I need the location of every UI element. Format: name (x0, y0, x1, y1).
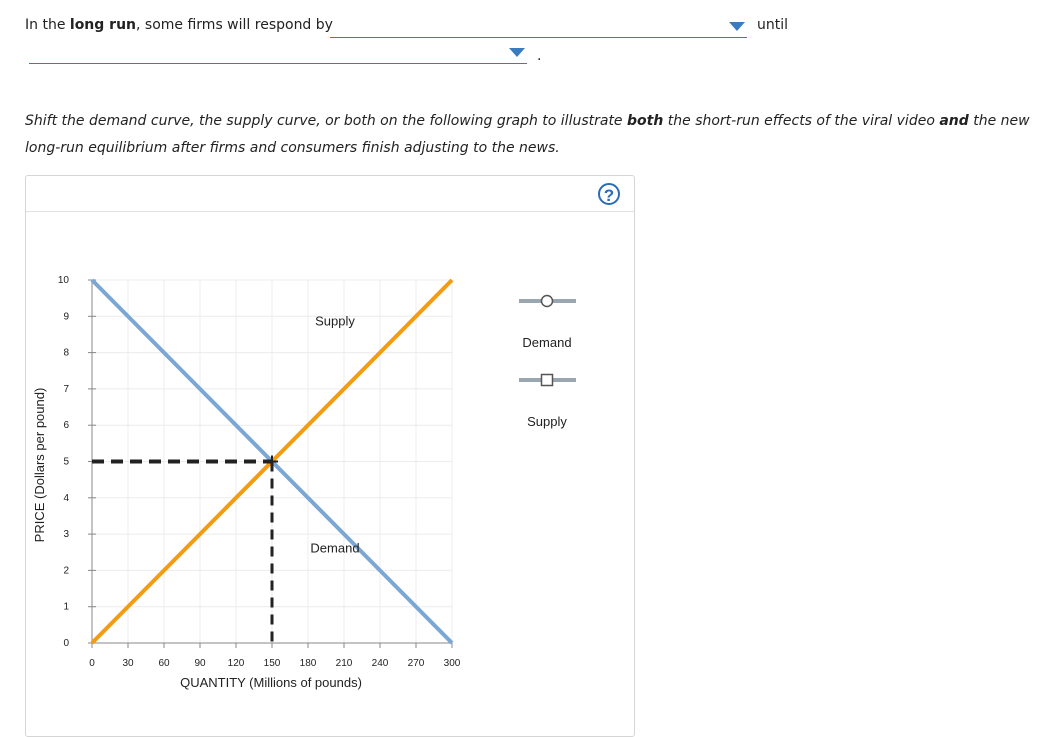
supply-curve-label: Supply (315, 313, 355, 328)
y-tick-label: 4 (63, 493, 69, 504)
chart-ticks: 0 30 60 90 120 150 180 210 240 270 300 0 1 2 3 4 5 6 7 8 9 10 (58, 275, 461, 669)
square-marker-icon[interactable] (540, 373, 554, 387)
y-tick-label: 1 (63, 602, 69, 613)
y-tick-label: 5 (63, 457, 69, 468)
instructions-part1: Shift the demand curve, the supply curve… (25, 113, 627, 129)
demand-tool[interactable]: Demand (519, 294, 576, 351)
y-tick-label: 2 (63, 565, 69, 576)
x-tick-label: 240 (372, 658, 389, 669)
help-icon[interactable]: ? (598, 183, 620, 205)
y-tick-label: 6 (63, 420, 69, 431)
x-tick-label: 90 (194, 658, 206, 669)
x-axis-label: QUANTITY (Millions of pounds) (180, 675, 362, 690)
x-tick-label: 60 (158, 658, 170, 669)
sentence-period: . (537, 48, 542, 64)
supply-tool[interactable]: Supply (519, 373, 576, 430)
y-tick-label: 7 (63, 384, 69, 395)
instructions-bold2: and (939, 113, 969, 129)
x-tick-label: 30 (122, 658, 134, 669)
y-tick-label: 0 (63, 638, 69, 649)
x-tick-label: 300 (444, 658, 461, 669)
instructions-part3: the new long-run equilibrium after firms… (25, 113, 1030, 156)
sentence-bold: long run (69, 17, 137, 33)
caret-down-icon[interactable] (509, 48, 525, 57)
y-tick-label: 9 (63, 311, 69, 322)
y-tick-label: 10 (58, 275, 70, 286)
sentence-suffix: , some firms will respond by (136, 17, 333, 33)
x-tick-label: 0 (89, 658, 95, 669)
demand-curve-label: Demand (310, 540, 359, 555)
supply-demand-chart[interactable]: 0 30 60 90 120 150 180 210 240 270 300 0 1 2 3 4 5 6 7 8 9 10… (0, 0, 1050, 716)
response-dropdown[interactable] (330, 15, 747, 38)
supply-tool-label: Supply (527, 414, 567, 429)
x-tick-label: 150 (264, 658, 281, 669)
circle-marker-icon[interactable] (540, 294, 554, 308)
demand-tool-label: Demand (522, 335, 571, 350)
x-tick-label: 180 (300, 658, 317, 669)
graph-instructions: Shift the demand curve, the supply curve… (25, 108, 1045, 162)
question-sentence: In the long run, some firms will respond… (25, 17, 333, 33)
x-tick-label: 270 (408, 658, 425, 669)
tool-palette[interactable]: Demand Supply (519, 294, 576, 430)
graph-panel-header: ? (26, 176, 634, 212)
y-tick-label: 8 (63, 348, 69, 359)
x-tick-label: 120 (228, 658, 245, 669)
equilibrium-marker (92, 455, 278, 643)
instructions-part2: the short-run effects of the viral video (663, 113, 940, 129)
sentence-prefix: In the (25, 17, 70, 33)
instructions-bold1: both (627, 113, 664, 129)
until-dropdown[interactable] (29, 41, 527, 64)
until-label: until (757, 17, 789, 33)
y-tick-label: 3 (63, 529, 69, 540)
y-axis-label: PRICE (Dollars per pound) (32, 388, 47, 543)
caret-down-icon[interactable] (729, 22, 745, 31)
x-tick-label: 210 (336, 658, 353, 669)
